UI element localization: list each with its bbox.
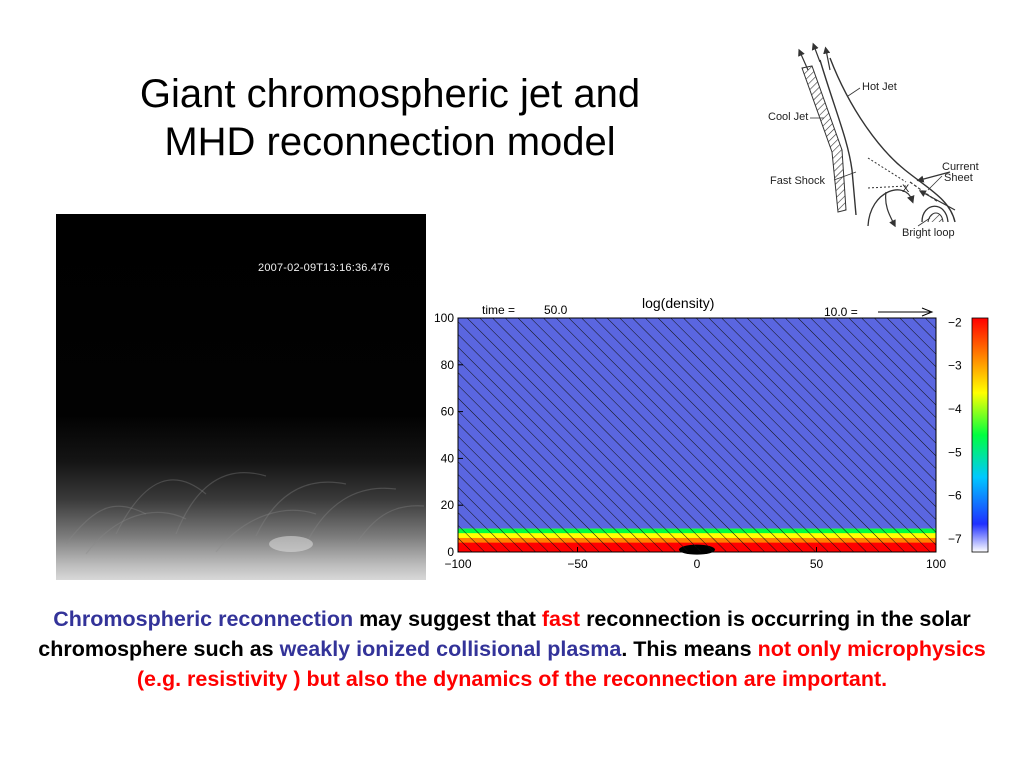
colorbar xyxy=(971,317,989,553)
hot-jet-label: Hot Jet xyxy=(862,81,897,93)
title-line-1: Giant chromospheric jet and xyxy=(139,72,641,116)
hinode-observation-image xyxy=(56,214,426,580)
x-tick-label: 50 xyxy=(810,557,824,571)
caption-not-only-microphysics: not only microphysics (e.g. resistivity … xyxy=(136,637,986,691)
plot-area xyxy=(457,317,937,555)
cool-jet-band xyxy=(801,65,847,213)
colorbar-tick-label: −3 xyxy=(948,359,962,373)
y-tick-label: 100 xyxy=(434,311,454,325)
caption-fast: fast xyxy=(541,607,581,631)
chromosphere-spicules xyxy=(65,472,425,555)
observation-timestamp: 2007-02-09T13:16:36.476 xyxy=(258,262,390,274)
plot-axes: −100 −50 0 50 100 0 20 40 60 80 100 xyxy=(434,311,946,571)
magnetic-field-lines xyxy=(458,318,936,552)
bright-loop-label: Bright loop xyxy=(902,227,955,239)
fast-shock-label: Fast Shock xyxy=(770,175,826,187)
reconnection-dotted xyxy=(867,157,907,189)
bright-loop-inner xyxy=(927,212,944,223)
caption-text-3: . This means xyxy=(621,637,758,661)
plot-title: log(density) xyxy=(642,295,714,311)
slide-caption: Chromospheric reconnection may suggest t… xyxy=(18,604,1006,694)
current-label: Current xyxy=(942,161,979,173)
jet-arrow-2 xyxy=(811,42,821,63)
jet-arrow-3 xyxy=(823,46,831,71)
colorbar-tick-label: −5 xyxy=(948,445,962,459)
time-label: time = xyxy=(482,303,515,317)
caption-weakly-ionized: weakly ionized collisional plasma xyxy=(279,637,622,661)
bright-loop-left xyxy=(867,189,915,227)
cool-jet-label: Cool Jet xyxy=(768,111,808,123)
colorbar-tick-label: −4 xyxy=(948,402,962,416)
caption-text-2: reconnection is occurring in the solar c… xyxy=(38,607,971,661)
jet-arrow-1 xyxy=(798,48,809,71)
title-line-2: MHD reconnection model xyxy=(164,120,616,164)
colorbar-tick-label: −2 xyxy=(948,315,962,329)
inflow-arrow-2 xyxy=(918,190,956,211)
colorbar-ticks: −2 −3 −4 −5 −6 −7 xyxy=(948,315,962,546)
hot-jet-outline xyxy=(819,59,857,216)
reconnection-schematic: Hot Jet Cool Jet Fast Shock Current Shee… xyxy=(768,42,979,239)
y-tick-label: 80 xyxy=(441,358,455,372)
inflow-arrow-1 xyxy=(916,171,951,183)
x-tick-label: −100 xyxy=(444,557,471,571)
x-tick-label: 0 xyxy=(694,557,701,571)
y-tick-label: 40 xyxy=(441,451,455,465)
x-tick-label: 100 xyxy=(926,557,946,571)
x-tick-label: −50 xyxy=(567,557,588,571)
caption-text-1: may suggest that xyxy=(353,607,542,631)
y-tick-label: 20 xyxy=(441,498,455,512)
y-tick-label: 60 xyxy=(441,405,455,419)
colorbar-tick-label: −7 xyxy=(948,532,962,546)
slide-title: Giant chromospheric jet and MHD reconnec… xyxy=(60,70,720,166)
caption-chromospheric-reconnection: Chromospheric reconnection xyxy=(53,607,354,631)
colorbar-tick-label: −6 xyxy=(948,489,962,503)
density-simulation-plot: −100 −50 0 50 100 0 20 40 60 80 100 time = 50.0 lo… xyxy=(434,295,989,571)
time-value: 50.0 xyxy=(544,303,568,317)
bright-loop-right xyxy=(921,205,949,223)
x-point-label: X xyxy=(902,183,910,195)
sheet-label: Sheet xyxy=(944,172,973,184)
hot-jet-outline-right xyxy=(829,57,956,223)
y-tick-label: 0 xyxy=(447,545,454,559)
loop-arrow xyxy=(885,191,896,228)
vector-scale-label: 10.0 = xyxy=(824,305,858,319)
